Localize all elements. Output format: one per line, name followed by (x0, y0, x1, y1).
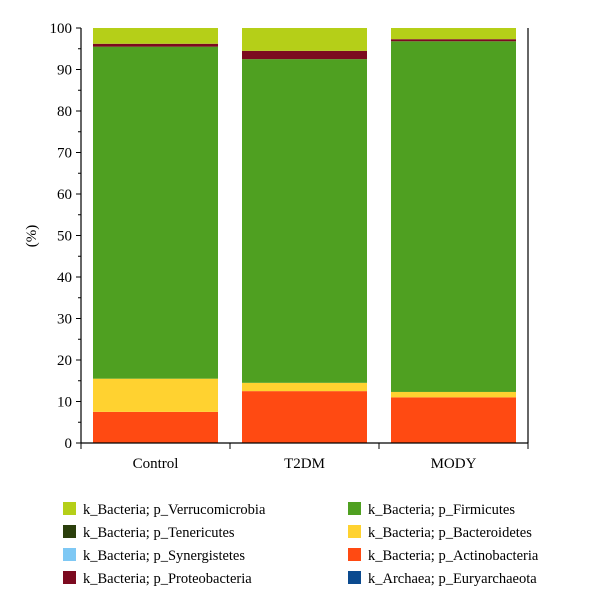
legend-item-p-bacteroidetes: k_Bacteria; p_Bacteroidetes (348, 525, 532, 541)
bar-mody-p-verrucomicrobia (391, 28, 516, 40)
bar-t2dm-p-verrucomicrobia (242, 28, 367, 51)
legend-swatch (348, 548, 361, 561)
bar-t2dm-p-actinobacteria (242, 391, 367, 444)
legend-item-p-euryarchaeota: k_Archaea; p_Euryarchaeota (348, 571, 537, 587)
y-tick-label: 0 (65, 436, 73, 452)
legend-swatch (63, 502, 76, 515)
legend-label: k_Bacteria; p_Synergistetes (83, 548, 245, 564)
bar-mody-p-actinobacteria (391, 397, 516, 443)
y-tick-label: 30 (57, 312, 72, 328)
y-tick-label: 50 (57, 229, 72, 245)
x-tick-label: T2DM (284, 456, 325, 472)
bar-control-p-proteobacteria (93, 43, 218, 47)
bar-control-p-bacteroidetes (93, 378, 218, 412)
legend-swatch (63, 548, 76, 561)
bar-control-p-firmicutes (93, 46, 218, 379)
legend-item-p-verrucomicrobia: k_Bacteria; p_Verrucomicrobia (63, 502, 266, 518)
bar-mody-p-firmicutes (391, 41, 516, 392)
legend-swatch (348, 571, 361, 584)
bar-control-p-verrucomicrobia (93, 28, 218, 44)
legend-swatch (348, 525, 361, 538)
legend: k_Bacteria; p_Verrucomicrobia k_Bacteria;… (63, 502, 539, 587)
y-tick-label: 60 (57, 187, 72, 203)
bar-t2dm-p-bacteroidetes (242, 382, 367, 392)
x-tick-label: Control (133, 456, 179, 472)
legend-label: k_Bacteria; p_Proteobacteria (83, 571, 252, 587)
legend-label: k_Archaea; p_Euryarchaeota (368, 571, 537, 587)
y-tick-label: 40 (57, 270, 72, 286)
bar-control-p-actinobacteria (93, 411, 218, 444)
axes-layer: 0 10 20 30 40 50 60 70 80 90 100 Control T2DM MODY (%) (24, 21, 529, 472)
legend-swatch (63, 571, 76, 584)
x-tick-label: MODY (431, 456, 477, 472)
legend-label: k_Bacteria; p_Firmicutes (368, 502, 515, 518)
bar-t2dm-p-firmicutes (242, 59, 367, 383)
y-tick-label: 70 (57, 146, 72, 162)
bar-mody-p-proteobacteria (391, 39, 516, 42)
bar-t2dm-p-proteobacteria (242, 50, 367, 60)
legend-item-p-tenericutes: k_Bacteria; p_Tenericutes (63, 525, 235, 541)
legend-item-p-proteobacteria: k_Bacteria; p_Proteobacteria (63, 571, 252, 587)
bars-layer (93, 28, 516, 444)
legend-label: k_Bacteria; p_Verrucomicrobia (83, 502, 266, 518)
y-tick-label: 100 (50, 21, 73, 37)
legend-item-p-actinobacteria: k_Bacteria; p_Actinobacteria (348, 548, 539, 564)
legend-label: k_Bacteria; p_Actinobacteria (368, 548, 539, 564)
y-tick-label: 80 (57, 104, 72, 120)
legend-label: k_Bacteria; p_Tenericutes (83, 525, 235, 541)
y-axis-label: (%) (24, 225, 40, 248)
y-tick-label: 20 (57, 353, 72, 369)
legend-item-p-synergistetes: k_Bacteria; p_Synergistetes (63, 548, 245, 564)
legend-swatch (63, 525, 76, 538)
y-tick-label: 10 (57, 395, 72, 411)
legend-label: k_Bacteria; p_Bacteroidetes (368, 525, 532, 541)
legend-item-p-firmicutes: k_Bacteria; p_Firmicutes (348, 502, 515, 518)
bar-mody-p-bacteroidetes (391, 391, 516, 398)
y-tick-label: 90 (57, 63, 72, 79)
legend-swatch (348, 502, 361, 515)
